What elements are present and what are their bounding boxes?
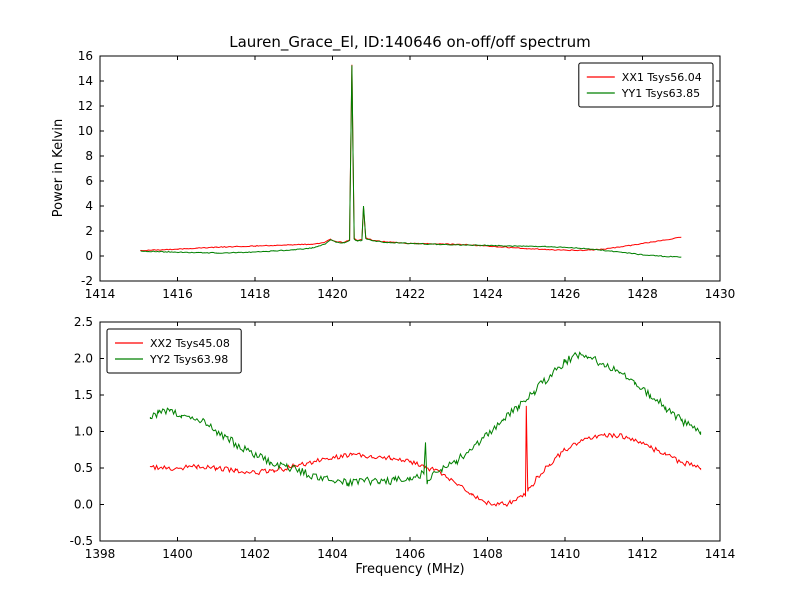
x-tick-label: 1416 — [162, 287, 193, 301]
legend-label: YY1 Tsys63.85 — [621, 87, 700, 100]
x-tick-label: 1414 — [705, 547, 736, 561]
x-tick-label: 1400 — [162, 547, 193, 561]
legend-box — [106, 328, 242, 374]
x-axis-label: Frequency (MHz) — [355, 562, 464, 577]
legend-label: XX2 Tsys45.08 — [150, 337, 230, 350]
x-tick-label: 1406 — [395, 547, 426, 561]
y-tick-label: 12 — [78, 99, 93, 113]
y-tick-label: 0.0 — [74, 498, 93, 512]
x-tick-label: 1414 — [85, 287, 116, 301]
x-tick-label: 1426 — [550, 287, 581, 301]
x-tick-label: 1398 — [85, 547, 116, 561]
y-tick-label: 0.5 — [74, 461, 93, 475]
top-subplot: 1414 1416 1418 1420 1422 1424 1426 1428 1430-202… — [78, 49, 736, 301]
y-tick-label: 16 — [78, 49, 93, 63]
y-tick-label: 4 — [85, 199, 93, 213]
y-tick-label: -2 — [81, 274, 93, 288]
x-tick-label: 1430 — [705, 287, 736, 301]
y-tick-label: 10 — [78, 124, 93, 138]
figure-title: Lauren_Grace_El, ID:140646 on-off/off sp… — [229, 33, 591, 52]
series-line-YY1 — [140, 65, 682, 258]
y-tick-label: 0 — [85, 249, 93, 263]
y-tick-label: 8 — [85, 149, 93, 163]
bottom-subplot: 1398 1400 1402 1404 1406 1408 1410 1412 1414 -0.5… — [70, 315, 736, 561]
x-tick-label: 1418 — [240, 287, 271, 301]
legend-label: YY2 Tsys63.98 — [149, 353, 228, 366]
y-tick-label: 2.0 — [74, 352, 93, 366]
y-tick-label: 1.0 — [74, 425, 93, 439]
x-tick-label: 1408 — [472, 547, 503, 561]
y-tick-label: 2.5 — [74, 315, 93, 329]
legend-box — [578, 62, 714, 108]
y-axis-label: Power in Kelvin — [51, 119, 66, 217]
y-tick-label: 14 — [78, 74, 93, 88]
series-line-XX2 — [149, 405, 702, 507]
x-tick-label: 1420 — [317, 287, 348, 301]
x-tick-label: 1402 — [240, 547, 271, 561]
legend-label: XX1 Tsys56.04 — [622, 71, 702, 84]
y-tick-label: 1.5 — [74, 388, 93, 402]
y-tick-label: 2 — [85, 224, 93, 238]
x-tick-label: 1404 — [317, 547, 348, 561]
x-tick-label: 1422 — [395, 287, 426, 301]
y-tick-label: 6 — [85, 174, 93, 188]
x-tick-label: 1412 — [627, 547, 658, 561]
series-line-YY2 — [149, 351, 702, 487]
x-tick-label: 1428 — [627, 287, 658, 301]
x-tick-label: 1424 — [472, 287, 503, 301]
y-tick-label: -0.5 — [70, 534, 93, 548]
x-tick-label: 1410 — [550, 547, 581, 561]
